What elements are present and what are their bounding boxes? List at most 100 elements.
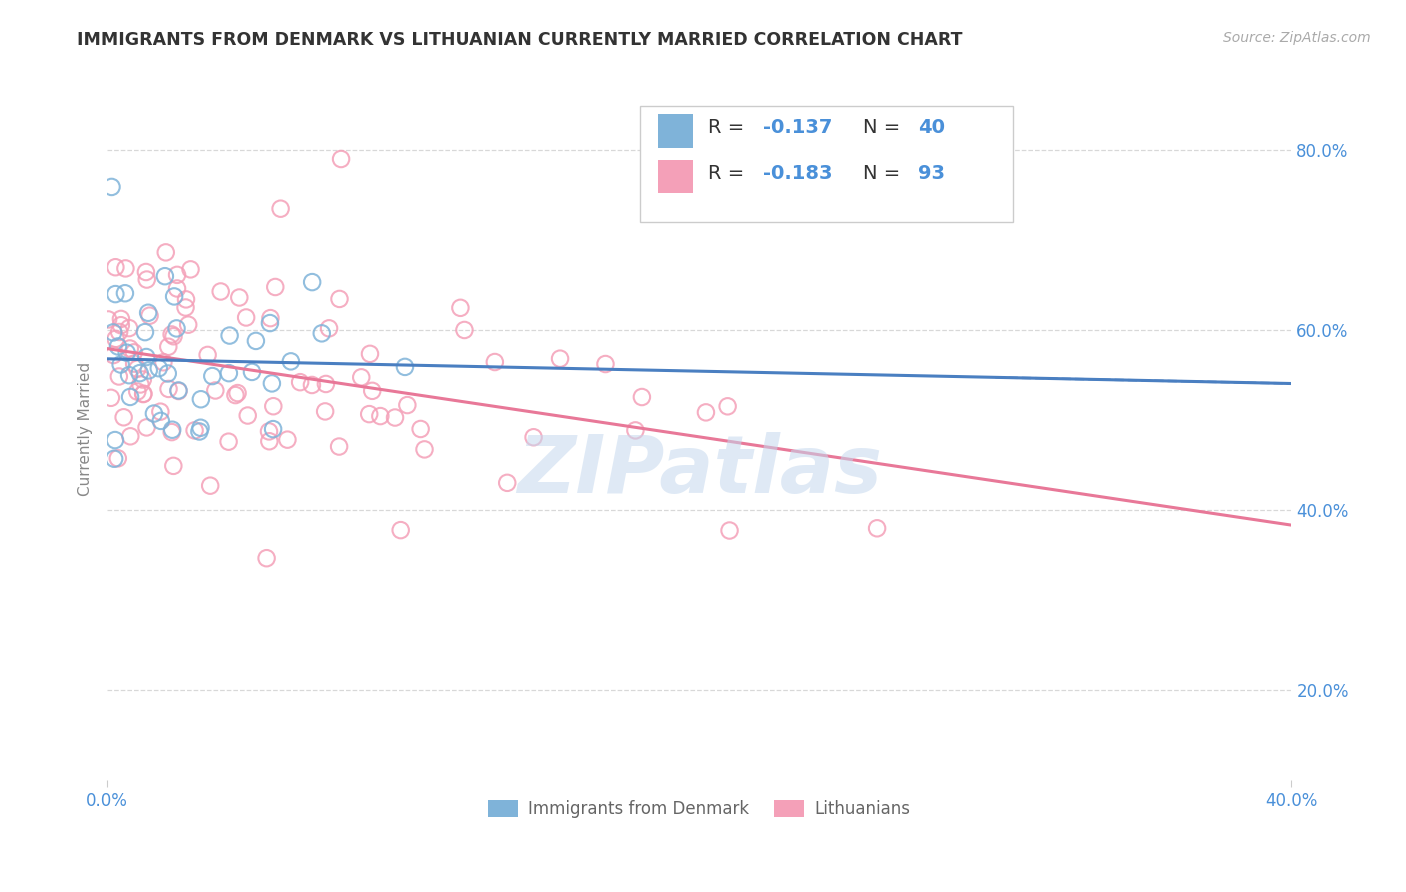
Point	[142, 407, 165, 421]
Point	[311, 326, 333, 341]
Point	[200, 478, 222, 492]
Point	[114, 261, 136, 276]
Point	[110, 312, 132, 326]
Point	[110, 358, 132, 372]
Point	[174, 293, 197, 307]
Point	[228, 291, 250, 305]
Point	[155, 245, 177, 260]
Point	[384, 410, 406, 425]
Point	[138, 363, 160, 377]
Point	[262, 422, 284, 436]
Point	[236, 409, 259, 423]
Point	[394, 359, 416, 374]
Point	[104, 332, 127, 346]
Point	[257, 425, 280, 439]
Point	[149, 405, 172, 419]
Point	[118, 321, 141, 335]
Point	[167, 384, 190, 398]
Point	[190, 392, 212, 407]
Point	[157, 382, 180, 396]
Point	[115, 345, 138, 359]
Point	[695, 405, 717, 419]
Point	[118, 342, 141, 356]
Text: IMMIGRANTS FROM DENMARK VS LITHUANIAN CURRENTLY MARRIED CORRELATION CHART: IMMIGRANTS FROM DENMARK VS LITHUANIAN CU…	[77, 31, 963, 49]
Point	[218, 366, 240, 380]
Point	[135, 420, 157, 434]
Point	[389, 523, 412, 537]
Point	[449, 301, 471, 315]
Point	[226, 386, 249, 401]
Point	[409, 422, 432, 436]
Point	[104, 260, 127, 275]
Point	[167, 384, 190, 398]
Point	[301, 378, 323, 392]
Point	[209, 285, 232, 299]
Point	[104, 433, 127, 447]
Point	[128, 366, 150, 380]
Point	[240, 365, 263, 379]
Point	[135, 350, 157, 364]
Point	[301, 275, 323, 289]
Point	[183, 423, 205, 437]
Point	[156, 367, 179, 381]
Point	[110, 318, 132, 333]
Point	[204, 384, 226, 398]
Point	[162, 458, 184, 473]
Point	[218, 434, 240, 449]
Point	[134, 325, 156, 339]
Point	[260, 376, 283, 391]
Point	[718, 524, 741, 538]
Point	[318, 321, 340, 335]
Point	[328, 292, 350, 306]
Point	[631, 390, 654, 404]
Point	[717, 399, 740, 413]
Point	[152, 355, 174, 369]
Point	[135, 265, 157, 279]
Text: ZIPatlas: ZIPatlas	[517, 432, 882, 510]
Text: R =: R =	[707, 164, 749, 183]
Point	[188, 425, 211, 439]
Point	[190, 421, 212, 435]
Point	[218, 328, 240, 343]
Point	[166, 281, 188, 295]
Point	[101, 326, 124, 340]
Point	[160, 425, 183, 439]
Point	[166, 321, 188, 335]
Point	[135, 272, 157, 286]
Point	[122, 357, 145, 371]
Point	[114, 286, 136, 301]
Point	[112, 410, 135, 425]
Point	[624, 423, 647, 437]
Point	[259, 316, 281, 330]
Point	[262, 399, 284, 413]
Text: Source: ZipAtlas.com: Source: ZipAtlas.com	[1223, 31, 1371, 45]
Point	[127, 384, 149, 399]
Point	[235, 310, 257, 325]
Point	[259, 434, 281, 449]
Point	[396, 398, 419, 412]
Point	[108, 325, 131, 339]
Point	[138, 309, 160, 323]
Point	[259, 311, 281, 326]
Point	[523, 430, 546, 444]
Point	[453, 323, 475, 337]
Point	[160, 327, 183, 342]
Point	[177, 318, 200, 332]
Legend: Immigrants from Denmark, Lithuanians: Immigrants from Denmark, Lithuanians	[482, 793, 917, 825]
Text: -0.183: -0.183	[763, 164, 832, 183]
Point	[288, 375, 311, 389]
Point	[180, 262, 202, 277]
Point	[256, 551, 278, 566]
Text: N =: N =	[863, 164, 907, 183]
Point	[118, 390, 141, 404]
Point	[370, 409, 392, 423]
Point	[224, 388, 246, 402]
Point	[97, 312, 120, 326]
Point	[120, 429, 142, 443]
Point	[107, 451, 129, 466]
Point	[328, 440, 350, 454]
Point	[153, 269, 176, 284]
Point	[107, 339, 129, 353]
Point	[108, 369, 131, 384]
Point	[162, 329, 184, 343]
